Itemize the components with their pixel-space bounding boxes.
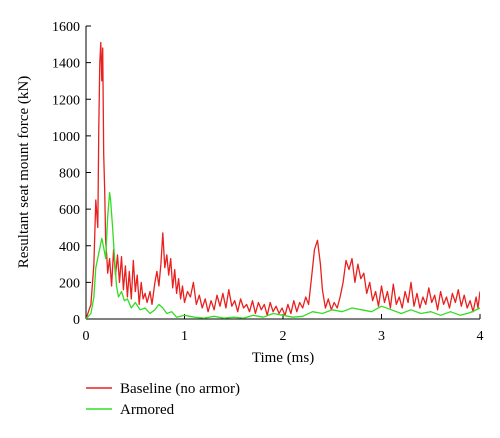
legend-label: Baseline (no armor) [120, 381, 240, 397]
y-tick-label: 600 [59, 203, 80, 218]
y-tick-label: 800 [59, 167, 80, 182]
series-line-baseline [86, 41, 480, 319]
series-line-armored [86, 191, 480, 319]
y-tick-label: 0 [73, 313, 80, 328]
y-axis-ticks: 0 200 400 600 800 1000 1200 1400 1600 [52, 20, 91, 328]
x-tick-label: 0 [83, 329, 90, 344]
y-tick-label: 400 [59, 240, 80, 255]
x-tick-label: 4 [477, 329, 484, 344]
y-tick-label: 1400 [52, 57, 80, 72]
y-axis-title: Resultant seat mount force (kN) [16, 76, 32, 268]
legend-label: Armored [120, 402, 175, 418]
y-tick-label: 1600 [52, 20, 80, 35]
series-lines [86, 41, 480, 319]
y-tick-label: 200 [59, 276, 80, 291]
x-tick-label: 2 [280, 329, 287, 344]
y-tick-label: 1200 [52, 93, 80, 108]
legend: Baseline (no armor) Armored [86, 381, 240, 418]
x-tick-label: 3 [378, 329, 385, 344]
x-tick-label: 1 [181, 329, 188, 344]
y-tick-label: 1000 [52, 130, 80, 145]
x-axis-title: Time (ms) [252, 350, 314, 366]
